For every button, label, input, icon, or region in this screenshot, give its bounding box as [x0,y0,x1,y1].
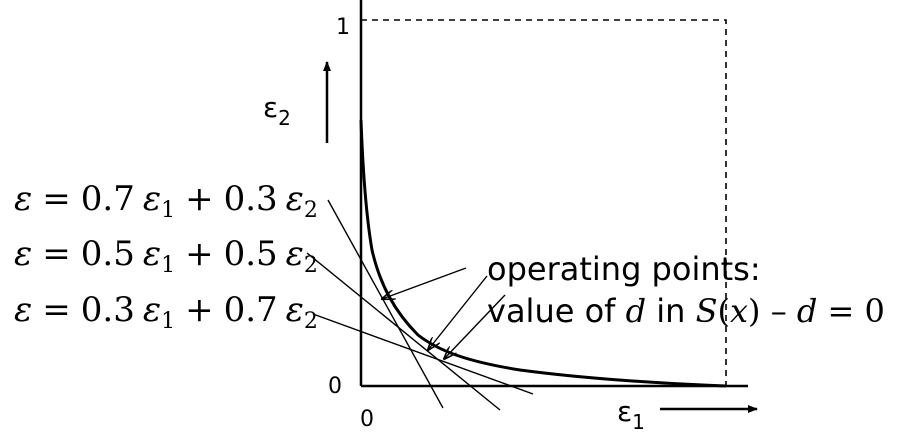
tangent-line-0.7-0.3 [327,199,444,409]
tangent-line-0.5-0.5 [306,252,501,411]
equation-0.3-0.7: ε = 0.3 ε1 +0.7 ε2 [14,290,318,334]
annotation-line-2: value of d in S(x) – d = 0 [487,292,885,330]
annotation-line-1: operating points: [487,250,761,288]
operating-point-arrow-2 [428,275,488,350]
operating-point-arrow-3 [444,294,506,359]
unit-square-dashed-outline [361,19,727,386]
svg-text:ε=0.3ε1+0.7ε2: ε = 0.3 ε1 +0.7 ε2 [14,290,318,334]
x-tick-0: 0 [360,407,374,432]
tradeoff-curve [359,119,727,388]
y-tick-1: 1 [336,15,350,40]
tangent-line-0.3-0.7 [312,313,534,395]
svg-text:ε=0.7ε1+0.3ε2: ε = 0.7 ε1 +0.3 ε2 [14,179,318,223]
operating-point-arrow-1 [382,267,467,299]
svg-text:ε=0.5ε1+0.5ε2: ε = 0.5 ε1 +0.5 ε2 [14,234,318,278]
equation-0.5-0.5: ε = 0.5 ε1 +0.5 ε2 [14,234,318,278]
x-axis-label: ε1 [617,395,645,434]
y-tick-0: 0 [328,374,342,399]
y-axis-label: ε2 [263,91,291,130]
equation-0.7-0.3: ε = 0.7 ε1 +0.3 ε2 [14,179,318,223]
